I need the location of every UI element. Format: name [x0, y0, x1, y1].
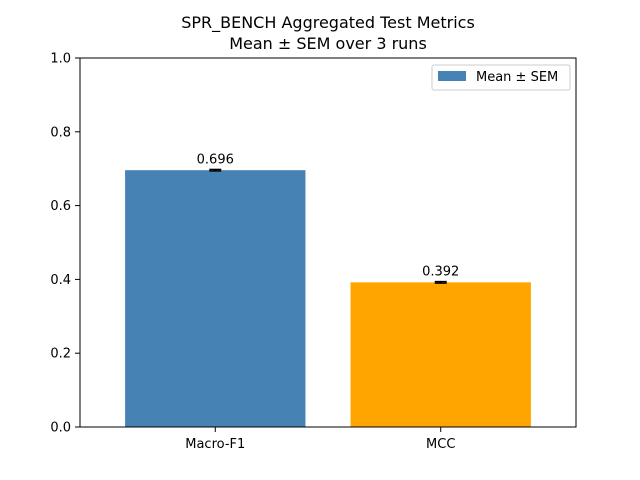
chart-subtitle: Mean ± SEM over 3 runs	[229, 34, 427, 53]
y-tick-label: 0.0	[50, 421, 71, 436]
x-axis: Macro-F1 MCC	[185, 427, 455, 452]
y-tick-label: 0.8	[50, 125, 71, 140]
bars-group: 0.696 0.392	[125, 152, 531, 427]
y-tick-label: 0.6	[50, 199, 71, 214]
y-tick-label: 0.2	[50, 347, 71, 362]
y-axis: 0.0 0.2 0.4 0.6 0.8 1.0	[50, 52, 80, 436]
bar-macro-f1	[125, 170, 306, 427]
plot-frame	[79, 57, 577, 428]
bar-mcc	[350, 282, 531, 427]
data-label: 0.696	[197, 152, 234, 167]
legend-label: Mean ± SEM	[476, 70, 558, 85]
x-tick-label: Macro-F1	[185, 437, 245, 452]
y-tick-label: 1.0	[50, 52, 71, 67]
legend: Mean ± SEM	[431, 64, 571, 91]
data-label: 0.392	[422, 265, 459, 280]
chart-title: SPR_BENCH Aggregated Test Metrics	[181, 13, 475, 33]
x-tick-label: MCC	[426, 437, 455, 452]
legend-box	[431, 64, 571, 91]
legend-swatch	[438, 71, 466, 81]
y-tick-label: 0.4	[50, 273, 71, 288]
